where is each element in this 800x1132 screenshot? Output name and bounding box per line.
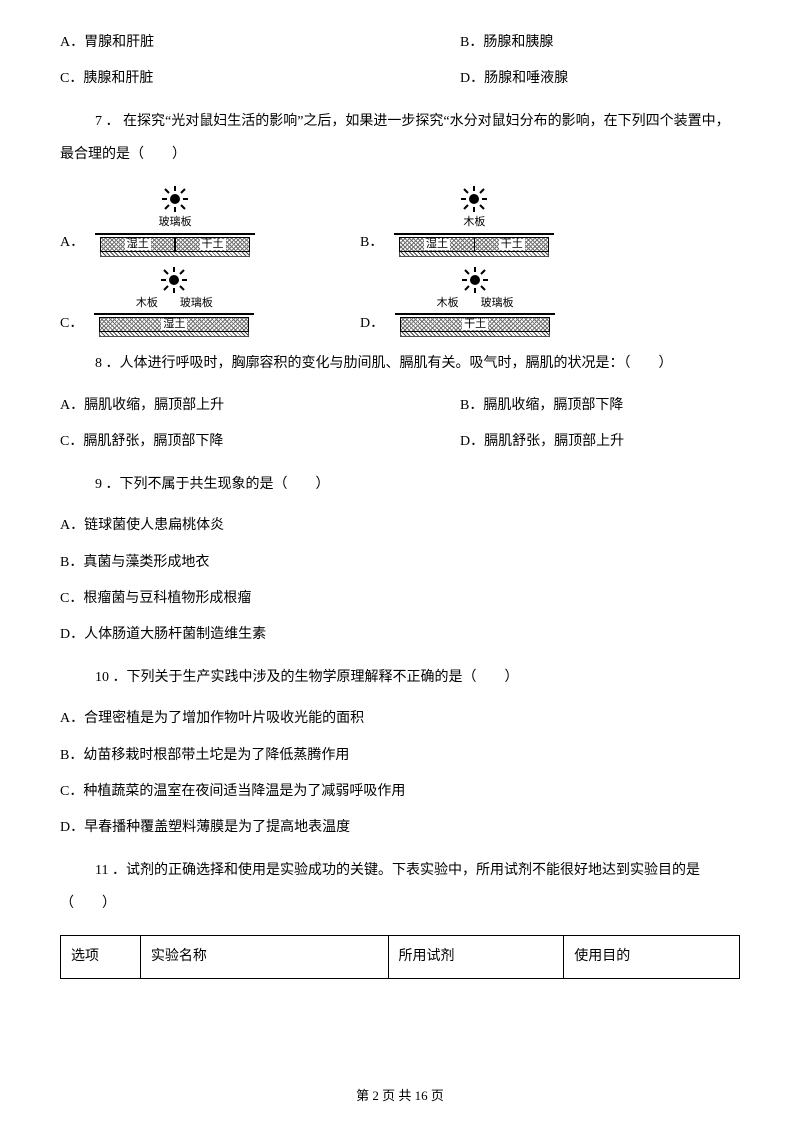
q7-label-b: B．: [360, 232, 383, 256]
q7-diagram-b-cell: B． 木板 湿土 干土: [360, 186, 660, 257]
q7-a-soil-l: 湿土: [125, 239, 151, 250]
q10-option-d: D．早春播种覆盖塑料薄膜是为了提高地表温度: [60, 817, 740, 839]
q8-option-d: D．膈肌舒张，膈顶部上升: [460, 431, 740, 453]
q7-b-soil-r: 干土: [499, 239, 525, 250]
base-hatch: [400, 332, 550, 337]
q7-diagram-row-2: C． 木板 玻璃板 湿土: [60, 267, 740, 338]
q7-apparatus-b: 木板 湿土 干土: [389, 186, 559, 257]
q7-label-c: C．: [60, 313, 83, 337]
q11-stem: 11 ．试剂的正确选择和使用是实验成功的关键。下表实验中，所用试剂不能很好地达到…: [60, 854, 740, 921]
base-hatch: [100, 252, 250, 257]
plate-top: [95, 233, 255, 235]
q7-c-soil: 湿土: [99, 317, 249, 332]
q8-stem: 8 ．人体进行呼吸时，胸廓容积的变化与肋间肌、膈肌有关。吸气时，膈肌的状况是：（…: [60, 347, 740, 381]
q7-apparatus-d: 木板 玻璃板 干土: [390, 267, 560, 338]
sun-icon: [461, 186, 487, 212]
q6-options-row2: C．胰腺和肝脏 D．肠腺和唾液腺: [60, 68, 740, 90]
q6-option-c: C．胰腺和肝脏: [60, 68, 460, 90]
q11-th-2: 实验名称: [140, 936, 388, 979]
base-hatch: [399, 252, 549, 257]
q9-stem: 9 ．下列不属于共生现象的是（ ）: [60, 468, 740, 502]
q7-d-plate-l: 木板: [437, 295, 459, 313]
q9-option-d: D．人体肠道大肠杆菌制造维生素: [60, 624, 740, 646]
q6-options-row1: A．胃腺和肝脏 B．肠腺和胰腺: [60, 32, 740, 54]
q6-option-d: D．肠腺和唾液腺: [460, 68, 740, 90]
sun-icon: [162, 186, 188, 212]
q9-option-c: C．根瘤菌与豆科植物形成根瘤: [60, 588, 740, 610]
q7-d-soil: 干土: [400, 317, 550, 332]
q6-option-b: B．肠腺和胰腺: [460, 32, 740, 54]
q7-a-soil-r: 干土: [200, 239, 226, 250]
page-content: A．胃腺和肝脏 B．肠腺和胰腺 C．胰腺和肝脏 D．肠腺和唾液腺 7 ． 在探究…: [0, 0, 800, 979]
q11-th-4: 使用目的: [564, 936, 740, 979]
q8-option-a: A．膈肌收缩，膈顶部上升: [60, 395, 460, 417]
q7-diagram-c-cell: C． 木板 玻璃板 湿土: [60, 267, 360, 338]
plate-top: [394, 233, 554, 235]
sun-icon: [161, 267, 187, 293]
q11-th-3: 所用试剂: [388, 936, 564, 979]
q6-option-a: A．胃腺和肝脏: [60, 32, 460, 54]
q7-c-soil: 湿土: [161, 319, 187, 330]
q7-diagram-row-1: A． 玻璃板 湿土 干土: [60, 186, 740, 257]
q7-diagram-a-cell: A． 玻璃板 湿土 干土: [60, 186, 360, 257]
q7-a-soil: 湿土 干土: [100, 237, 250, 252]
q7-diagram-d-cell: D． 木板 玻璃板 干土: [360, 267, 660, 338]
q7-label-d: D．: [360, 313, 384, 337]
q7-apparatus-a: 玻璃板 湿土 干土: [90, 186, 260, 257]
q8-options-row2: C．膈肌舒张，膈顶部下降 D．膈肌舒张，膈顶部上升: [60, 431, 740, 453]
sun-icon: [462, 267, 488, 293]
q10-option-b: B．幼苗移栽时根部带土坨是为了降低蒸腾作用: [60, 745, 740, 767]
q7-d-soil: 干土: [462, 319, 488, 330]
base-hatch: [99, 332, 249, 337]
q8-option-c: C．膈肌舒张，膈顶部下降: [60, 431, 460, 453]
q7-c-plate-labels: 木板 玻璃板: [99, 295, 249, 313]
q10-option-c: C．种植蔬菜的温室在夜间适当降温是为了减弱呼吸作用: [60, 781, 740, 803]
q10-stem: 10 ．下列关于生产实践中涉及的生物学原理解释不正确的是（ ）: [60, 661, 740, 695]
q11-table: 选项 实验名称 所用试剂 使用目的: [60, 935, 740, 979]
q7-a-plate-label: 玻璃板: [100, 214, 250, 232]
q8-options-row1: A．膈肌收缩，膈顶部上升 B．膈肌收缩，膈顶部下降: [60, 395, 740, 417]
q7-d-plate-r: 玻璃板: [481, 295, 514, 313]
q7-b-soil-l: 湿土: [424, 239, 450, 250]
q11-th-1: 选项: [61, 936, 141, 979]
q7-b-soil: 湿土 干土: [399, 237, 549, 252]
plate-top: [94, 313, 254, 315]
plate-top: [395, 313, 555, 315]
q7-c-plate-l: 木板: [136, 295, 158, 313]
q8-option-b: B．膈肌收缩，膈顶部下降: [460, 395, 740, 417]
q10-option-a: A．合理密植是为了增加作物叶片吸收光能的面积: [60, 708, 740, 730]
q9-option-b: B．真菌与藻类形成地衣: [60, 552, 740, 574]
q7-apparatus-c: 木板 玻璃板 湿土: [89, 267, 259, 338]
q9-option-a: A．链球菌使人患扁桃体炎: [60, 515, 740, 537]
q7-stem: 7 ． 在探究“光对鼠妇生活的影响”之后，如果进一步探究“水分对鼠妇分布的影响，…: [60, 105, 740, 172]
q7-c-plate-r: 玻璃板: [180, 295, 213, 313]
table-row: 选项 实验名称 所用试剂 使用目的: [61, 936, 740, 979]
q7-label-a: A．: [60, 232, 84, 256]
q7-b-plate-label: 木板: [399, 214, 549, 232]
q7-d-plate-labels: 木板 玻璃板: [400, 295, 550, 313]
page-footer: 第 2 页 共 16 页: [0, 1085, 800, 1104]
